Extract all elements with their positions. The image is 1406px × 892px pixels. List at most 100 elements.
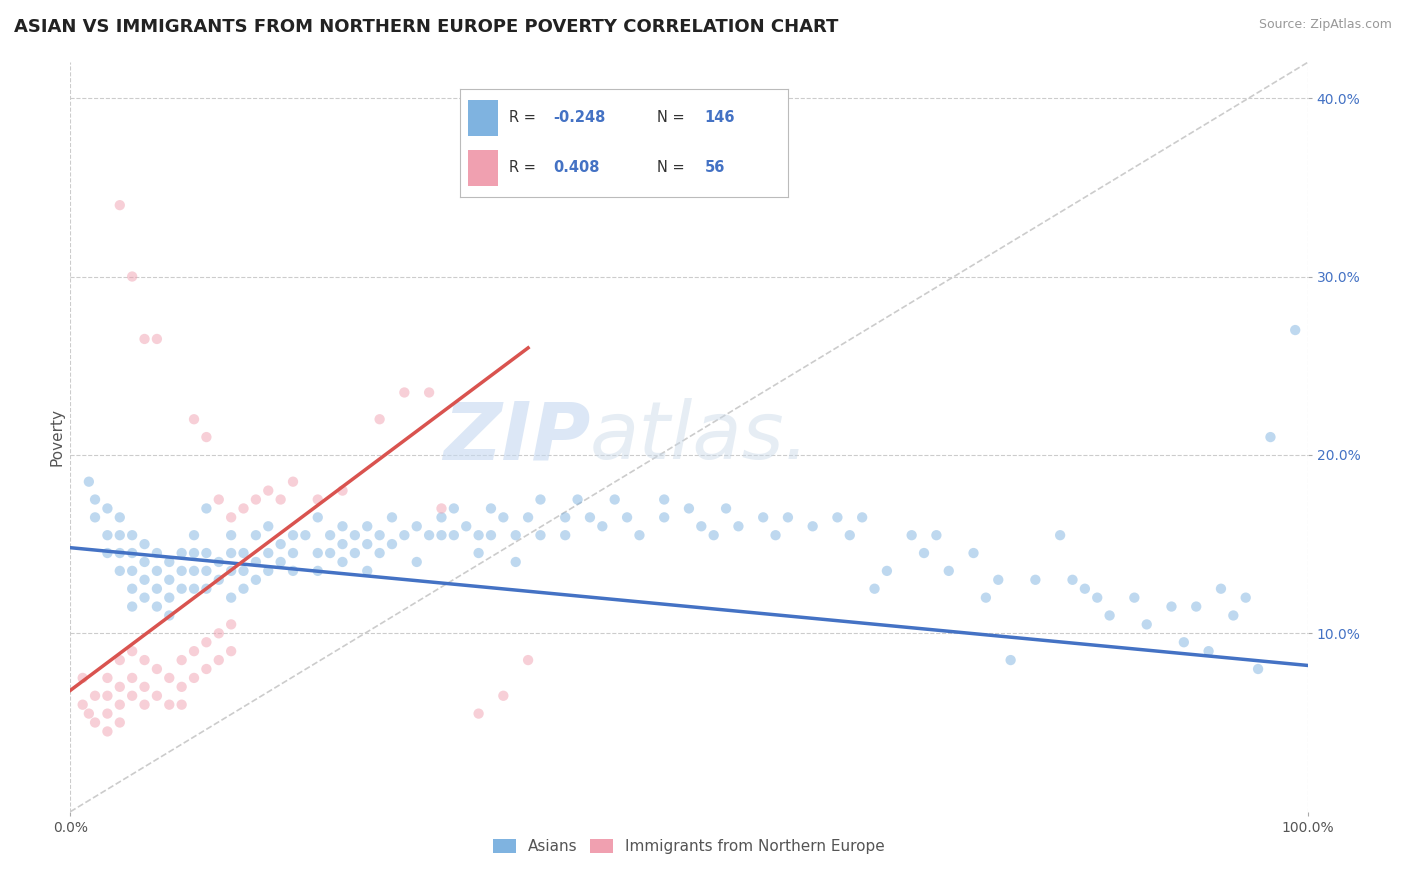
Point xyxy=(232,564,254,578)
Point xyxy=(281,564,304,578)
Point xyxy=(232,546,254,560)
Point xyxy=(343,546,366,560)
Point xyxy=(863,582,886,596)
Point xyxy=(146,582,169,596)
Point xyxy=(418,385,440,400)
Point xyxy=(430,510,453,524)
Point xyxy=(332,519,354,533)
Point xyxy=(281,546,304,560)
Point xyxy=(281,475,304,489)
Point xyxy=(96,706,118,721)
Point xyxy=(170,546,193,560)
Point xyxy=(134,653,156,667)
Point xyxy=(170,680,193,694)
Point xyxy=(652,510,675,524)
Legend: Asians, Immigrants from Northern Europe: Asians, Immigrants from Northern Europe xyxy=(486,833,891,860)
Point xyxy=(1000,653,1022,667)
Point xyxy=(134,555,156,569)
Point xyxy=(108,698,131,712)
Point xyxy=(307,564,329,578)
Point xyxy=(257,483,280,498)
Point xyxy=(714,501,737,516)
Point xyxy=(616,510,638,524)
Point xyxy=(219,564,242,578)
Point xyxy=(195,546,218,560)
Point xyxy=(208,653,231,667)
Point xyxy=(245,573,267,587)
Point xyxy=(394,528,416,542)
Point xyxy=(157,591,180,605)
Point xyxy=(1160,599,1182,614)
Point xyxy=(529,528,551,542)
Point xyxy=(108,680,131,694)
Text: atlas.: atlas. xyxy=(591,398,810,476)
Point xyxy=(257,519,280,533)
Point xyxy=(405,555,427,569)
Point xyxy=(678,501,700,516)
Point xyxy=(183,546,205,560)
Text: ZIP: ZIP xyxy=(443,398,591,476)
Point xyxy=(183,528,205,542)
Point xyxy=(827,510,849,524)
Point xyxy=(121,582,143,596)
Point xyxy=(987,573,1010,587)
Point xyxy=(343,528,366,542)
Point xyxy=(108,653,131,667)
Point xyxy=(96,689,118,703)
Point xyxy=(183,644,205,658)
Point xyxy=(121,599,143,614)
Point xyxy=(84,715,107,730)
Point xyxy=(72,698,94,712)
Point xyxy=(245,555,267,569)
Point xyxy=(219,546,242,560)
Point xyxy=(257,546,280,560)
Point xyxy=(195,582,218,596)
Point xyxy=(219,644,242,658)
Point xyxy=(157,608,180,623)
Point xyxy=(838,528,860,542)
Y-axis label: Poverty: Poverty xyxy=(49,408,65,467)
Point xyxy=(170,698,193,712)
Point xyxy=(245,492,267,507)
Point xyxy=(332,555,354,569)
Point xyxy=(1209,582,1232,596)
Point xyxy=(77,706,100,721)
Point xyxy=(96,501,118,516)
Point xyxy=(195,430,218,444)
Point xyxy=(356,537,378,551)
Point xyxy=(443,528,465,542)
Point xyxy=(430,528,453,542)
Point xyxy=(394,385,416,400)
Point xyxy=(1024,573,1046,587)
Point xyxy=(307,510,329,524)
Point xyxy=(1049,528,1071,542)
Point xyxy=(121,528,143,542)
Point xyxy=(974,591,997,605)
Point xyxy=(134,698,156,712)
Point xyxy=(157,555,180,569)
Point xyxy=(77,475,100,489)
Point xyxy=(121,644,143,658)
Point xyxy=(1260,430,1282,444)
Point xyxy=(134,680,156,694)
Point xyxy=(146,332,169,346)
Point xyxy=(356,564,378,578)
Point xyxy=(479,528,502,542)
Point xyxy=(1198,644,1220,658)
Point xyxy=(245,528,267,542)
Point xyxy=(183,564,205,578)
Point xyxy=(170,582,193,596)
Point xyxy=(1085,591,1108,605)
Point xyxy=(900,528,922,542)
Point xyxy=(134,573,156,587)
Point xyxy=(1098,608,1121,623)
Point xyxy=(467,706,489,721)
Point xyxy=(219,591,242,605)
Point xyxy=(270,492,292,507)
Point xyxy=(208,492,231,507)
Point xyxy=(368,546,391,560)
Point xyxy=(134,591,156,605)
Point xyxy=(307,492,329,507)
Point xyxy=(529,492,551,507)
Point xyxy=(183,671,205,685)
